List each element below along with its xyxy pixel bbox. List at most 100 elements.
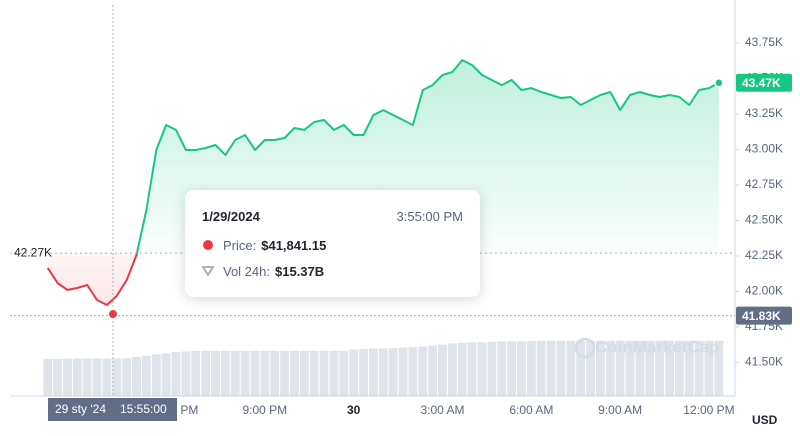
volume-bar	[546, 340, 556, 396]
volume-bar	[309, 350, 319, 396]
tooltip-volume: $15.37B	[275, 263, 325, 279]
volume-bar	[141, 355, 151, 396]
volume-bar	[635, 340, 645, 396]
volume-bar	[408, 347, 418, 396]
y-tick-label: 41.50K	[745, 355, 783, 369]
volume-bar	[398, 347, 408, 396]
watermark: CoinMarketCap	[595, 337, 720, 356]
volume-bar	[586, 340, 595, 396]
hover-time: 15:55:00	[120, 402, 167, 416]
volume-bar	[477, 342, 487, 396]
x-tick-label: 12:00 PM	[683, 403, 734, 417]
volume-bar	[507, 341, 517, 396]
volume-bar	[92, 358, 102, 396]
volume-bar	[53, 358, 63, 396]
volume-bar	[171, 352, 181, 396]
y-tick-label: 42.00K	[745, 284, 783, 298]
volume-bar	[359, 349, 368, 396]
volume-bar	[378, 348, 388, 396]
tooltip-volume-label: Vol 24h:	[223, 263, 270, 279]
volume-bar	[220, 350, 230, 396]
volume-bar	[43, 358, 53, 396]
watermark-logo	[574, 337, 596, 359]
x-tick-label: 6:00 AM	[509, 403, 553, 417]
volume-bar	[161, 353, 171, 396]
volume-bar	[63, 358, 72, 396]
volume-bar	[191, 351, 201, 396]
volume-bar	[457, 342, 467, 396]
price-icon	[203, 240, 213, 250]
volume-bar	[526, 341, 536, 396]
volume-bar	[349, 349, 359, 396]
volume-bar	[497, 341, 507, 396]
volume-bar	[684, 340, 694, 396]
hover-date: 29 sty '24	[55, 402, 106, 416]
tooltip-time: 3:55:00 PM	[396, 208, 464, 224]
volume-bar	[250, 350, 260, 396]
y-tick-label: 43.25K	[745, 106, 783, 120]
volume-bar	[517, 341, 526, 396]
price-tag-label: 41.83K	[742, 309, 781, 323]
volume-bar	[299, 350, 309, 396]
volume-bar	[428, 345, 438, 396]
tooltip-price-label: Price:	[223, 237, 257, 253]
volume-bar	[112, 358, 122, 396]
y-tick-label: 42.75K	[745, 177, 783, 191]
x-tick-label: 3:00 AM	[420, 403, 464, 417]
volume-bar	[655, 340, 665, 396]
volume-icon	[202, 266, 214, 276]
tooltip-price: $41,841.15	[261, 237, 327, 253]
price-tag-label: 43.47K	[742, 76, 781, 90]
y-tick-label: 43.00K	[745, 142, 783, 156]
price-tag	[736, 73, 792, 92]
volume-bar	[467, 342, 477, 396]
volume-bar	[329, 350, 339, 396]
volume-bar	[260, 350, 270, 396]
y-tick-label: 43.75K	[745, 35, 783, 49]
hover-point	[108, 309, 118, 320]
volume-bar	[211, 350, 220, 396]
x-tick-label: 9:00 AM	[598, 403, 642, 417]
volume-bar	[290, 350, 299, 396]
volume-bar	[151, 354, 161, 396]
volume-bar	[280, 350, 290, 396]
volume-bar	[714, 340, 724, 396]
volume-bar	[72, 358, 82, 396]
volume-bar	[556, 340, 566, 396]
y-tick-label: 42.50K	[745, 213, 783, 227]
volume-bar	[102, 358, 112, 396]
volume-bar	[418, 346, 428, 396]
volume-bar	[625, 340, 635, 396]
tooltip-date: 1/29/2024	[202, 208, 260, 224]
hover-x-tag	[48, 398, 177, 421]
volume-bar	[82, 358, 92, 396]
volume-bar	[595, 340, 605, 396]
y-tick-label: 42.25K	[745, 248, 783, 262]
price-line	[46, 59, 720, 306]
volume-bar	[615, 340, 625, 396]
volume-bar	[645, 340, 655, 396]
volume-bar	[132, 356, 141, 396]
x-tick-label: 30	[347, 403, 361, 417]
volume-bar	[270, 350, 280, 396]
last-point	[714, 78, 724, 88]
volume-bar	[368, 348, 378, 396]
volume-bar	[576, 340, 586, 396]
volume-bar	[438, 344, 447, 396]
volume-bar	[388, 348, 398, 396]
volume-bar	[181, 351, 191, 396]
volume-bar	[319, 350, 329, 396]
volume-bar	[487, 341, 497, 396]
price-tag	[736, 306, 792, 325]
volume-bar	[201, 350, 211, 396]
currency: USD	[752, 413, 778, 427]
volume-bar	[447, 343, 457, 396]
volume-bar	[704, 340, 714, 396]
volume-bar	[536, 340, 546, 396]
volume-bar	[665, 340, 674, 396]
volume-bar	[339, 350, 349, 396]
tooltip: 1/29/2024 3:55:00 PM Price: $41,841.15 Vol…	[185, 190, 480, 297]
volume-bar	[694, 340, 704, 396]
baseline-label: 42.27K	[14, 245, 52, 259]
